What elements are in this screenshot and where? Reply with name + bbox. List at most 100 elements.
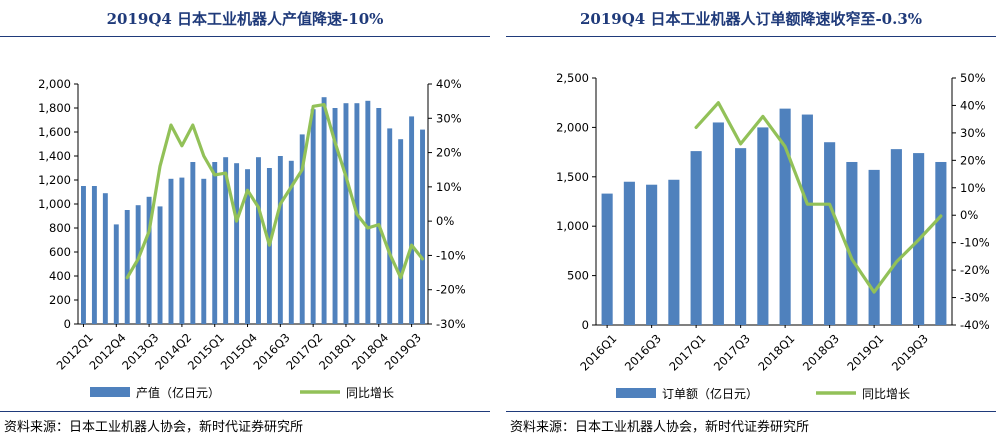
x-tick-label: 2019Q1 [844,331,886,373]
left-tick-label: 1,000 [38,197,71,211]
legend-bar-label: 订单额（亿日元） [662,386,758,401]
bar [113,224,119,324]
left-tick-label: 0 [64,317,71,331]
bar [601,193,613,325]
right-tick-label: 20% [436,146,462,160]
bar [168,178,174,324]
right-tick-label: -30% [960,291,990,305]
right-tick-label: 40% [436,77,462,91]
right-tick-label: -10% [960,236,990,250]
x-tick-label: 2016Q1 [577,331,619,373]
bar [735,148,747,325]
source-rule [506,411,996,412]
left-tick-label: 400 [49,269,71,283]
left-tick-label: 600 [49,245,71,259]
legend-bar-swatch [90,387,130,397]
bar [288,160,294,324]
growth-line [125,103,425,280]
bar [890,149,902,325]
chart-title: 2019Q4 日本工业机器人订单额降速收窄至-0.3% [579,10,923,28]
left-tick-label: 1,600 [38,125,71,139]
x-tick-label: 2019Q3 [889,331,931,373]
legend-line-label: 同比增长 [346,386,394,400]
right-tick-label: -40% [960,318,990,332]
bar [623,181,635,325]
x-tick-label: 2019Q3 [382,330,424,372]
bar [135,205,141,324]
left-tick-label: 0 [582,318,589,332]
bar [310,109,316,324]
bar [398,139,404,324]
x-tick-label: 2017Q3 [711,331,753,373]
chart-panel-orders: 2019Q4 日本工业机器人订单额降速收窄至-0.3% 0 500 1,000 1,5… [506,0,996,445]
right-tick-label: 0% [960,208,978,222]
bar [321,97,327,324]
bar [157,206,163,324]
bar [179,177,185,324]
x-tick-label: 2017Q1 [666,331,708,373]
bar [234,163,240,324]
source-note: 资料来源：日本工业机器人协会，新时代证券研究所 [4,420,304,435]
right-tick-label: 10% [960,181,986,195]
bar [868,169,880,325]
growth-line [694,101,943,294]
left-tick-label: 500 [567,269,589,283]
right-tick-label: 30% [960,126,986,140]
x-tick-label: 2018Q3 [800,331,842,373]
bar [409,116,415,325]
left-tick-label: 2,000 [38,77,71,91]
legend-bar-swatch [616,388,656,398]
bar [846,161,858,325]
right-tick-label: -10% [436,248,466,262]
bar [779,108,791,326]
bar [801,114,813,325]
bar [376,108,382,324]
bar [190,162,196,324]
bar [299,134,305,324]
bar [277,156,283,324]
left-tick-label: 1,000 [556,219,589,233]
bar [935,161,947,325]
bar [256,157,261,324]
left-tick-label: 2,000 [556,120,589,134]
bar [757,127,769,326]
right-tick-label: 50% [960,71,986,85]
title-rule [0,36,490,37]
bar [646,184,658,325]
bar [365,100,371,324]
right-tick-label: 30% [436,111,462,125]
bar [81,186,86,324]
right-tick-label: -20% [436,283,466,297]
left-tick-label: 1,400 [38,149,71,163]
x-tick-label: 2018Q1 [755,331,797,373]
bar [332,108,338,324]
legend-bar-label: 产值（亿日元） [136,385,220,400]
right-tick-label: -20% [960,263,990,277]
left-tick-label: 1,200 [38,173,71,187]
right-tick-label: 0% [436,214,454,228]
bar [102,193,108,324]
left-tick-label: 800 [49,221,71,235]
chart-panel-production: 2019Q4 日本工业机器人产值降速-10% 0 200 400 600 800 1,00… [0,0,490,445]
bar [212,162,218,324]
bar [146,196,152,324]
right-tick-label: 20% [960,153,986,167]
bar [387,128,393,324]
x-tick-label: 2016Q3 [622,331,664,373]
left-tick-label: 2,500 [556,71,589,85]
bar [420,129,425,324]
bar [668,179,680,325]
production-chart: 0 200 400 600 800 1,000 1,200 1,400 1,600 1,800 2,… [38,77,466,400]
bar [690,151,702,325]
source-note: 资料来源：日本工业机器人协会，新时代证券研究所 [510,420,810,435]
bar [712,122,724,326]
bar [201,178,207,324]
chart-title: 2019Q4 日本工业机器人产值降速-10% [106,10,384,28]
right-tick-label: 10% [436,180,462,194]
left-tick-label: 200 [49,293,71,307]
orders-chart: 0 500 1,000 1,500 2,000 2,500 -40% -30% -20% -10%… [556,71,990,401]
bar [245,169,250,324]
bar [91,186,97,324]
left-tick-label: 1,800 [38,101,71,115]
title-rule [506,36,996,37]
